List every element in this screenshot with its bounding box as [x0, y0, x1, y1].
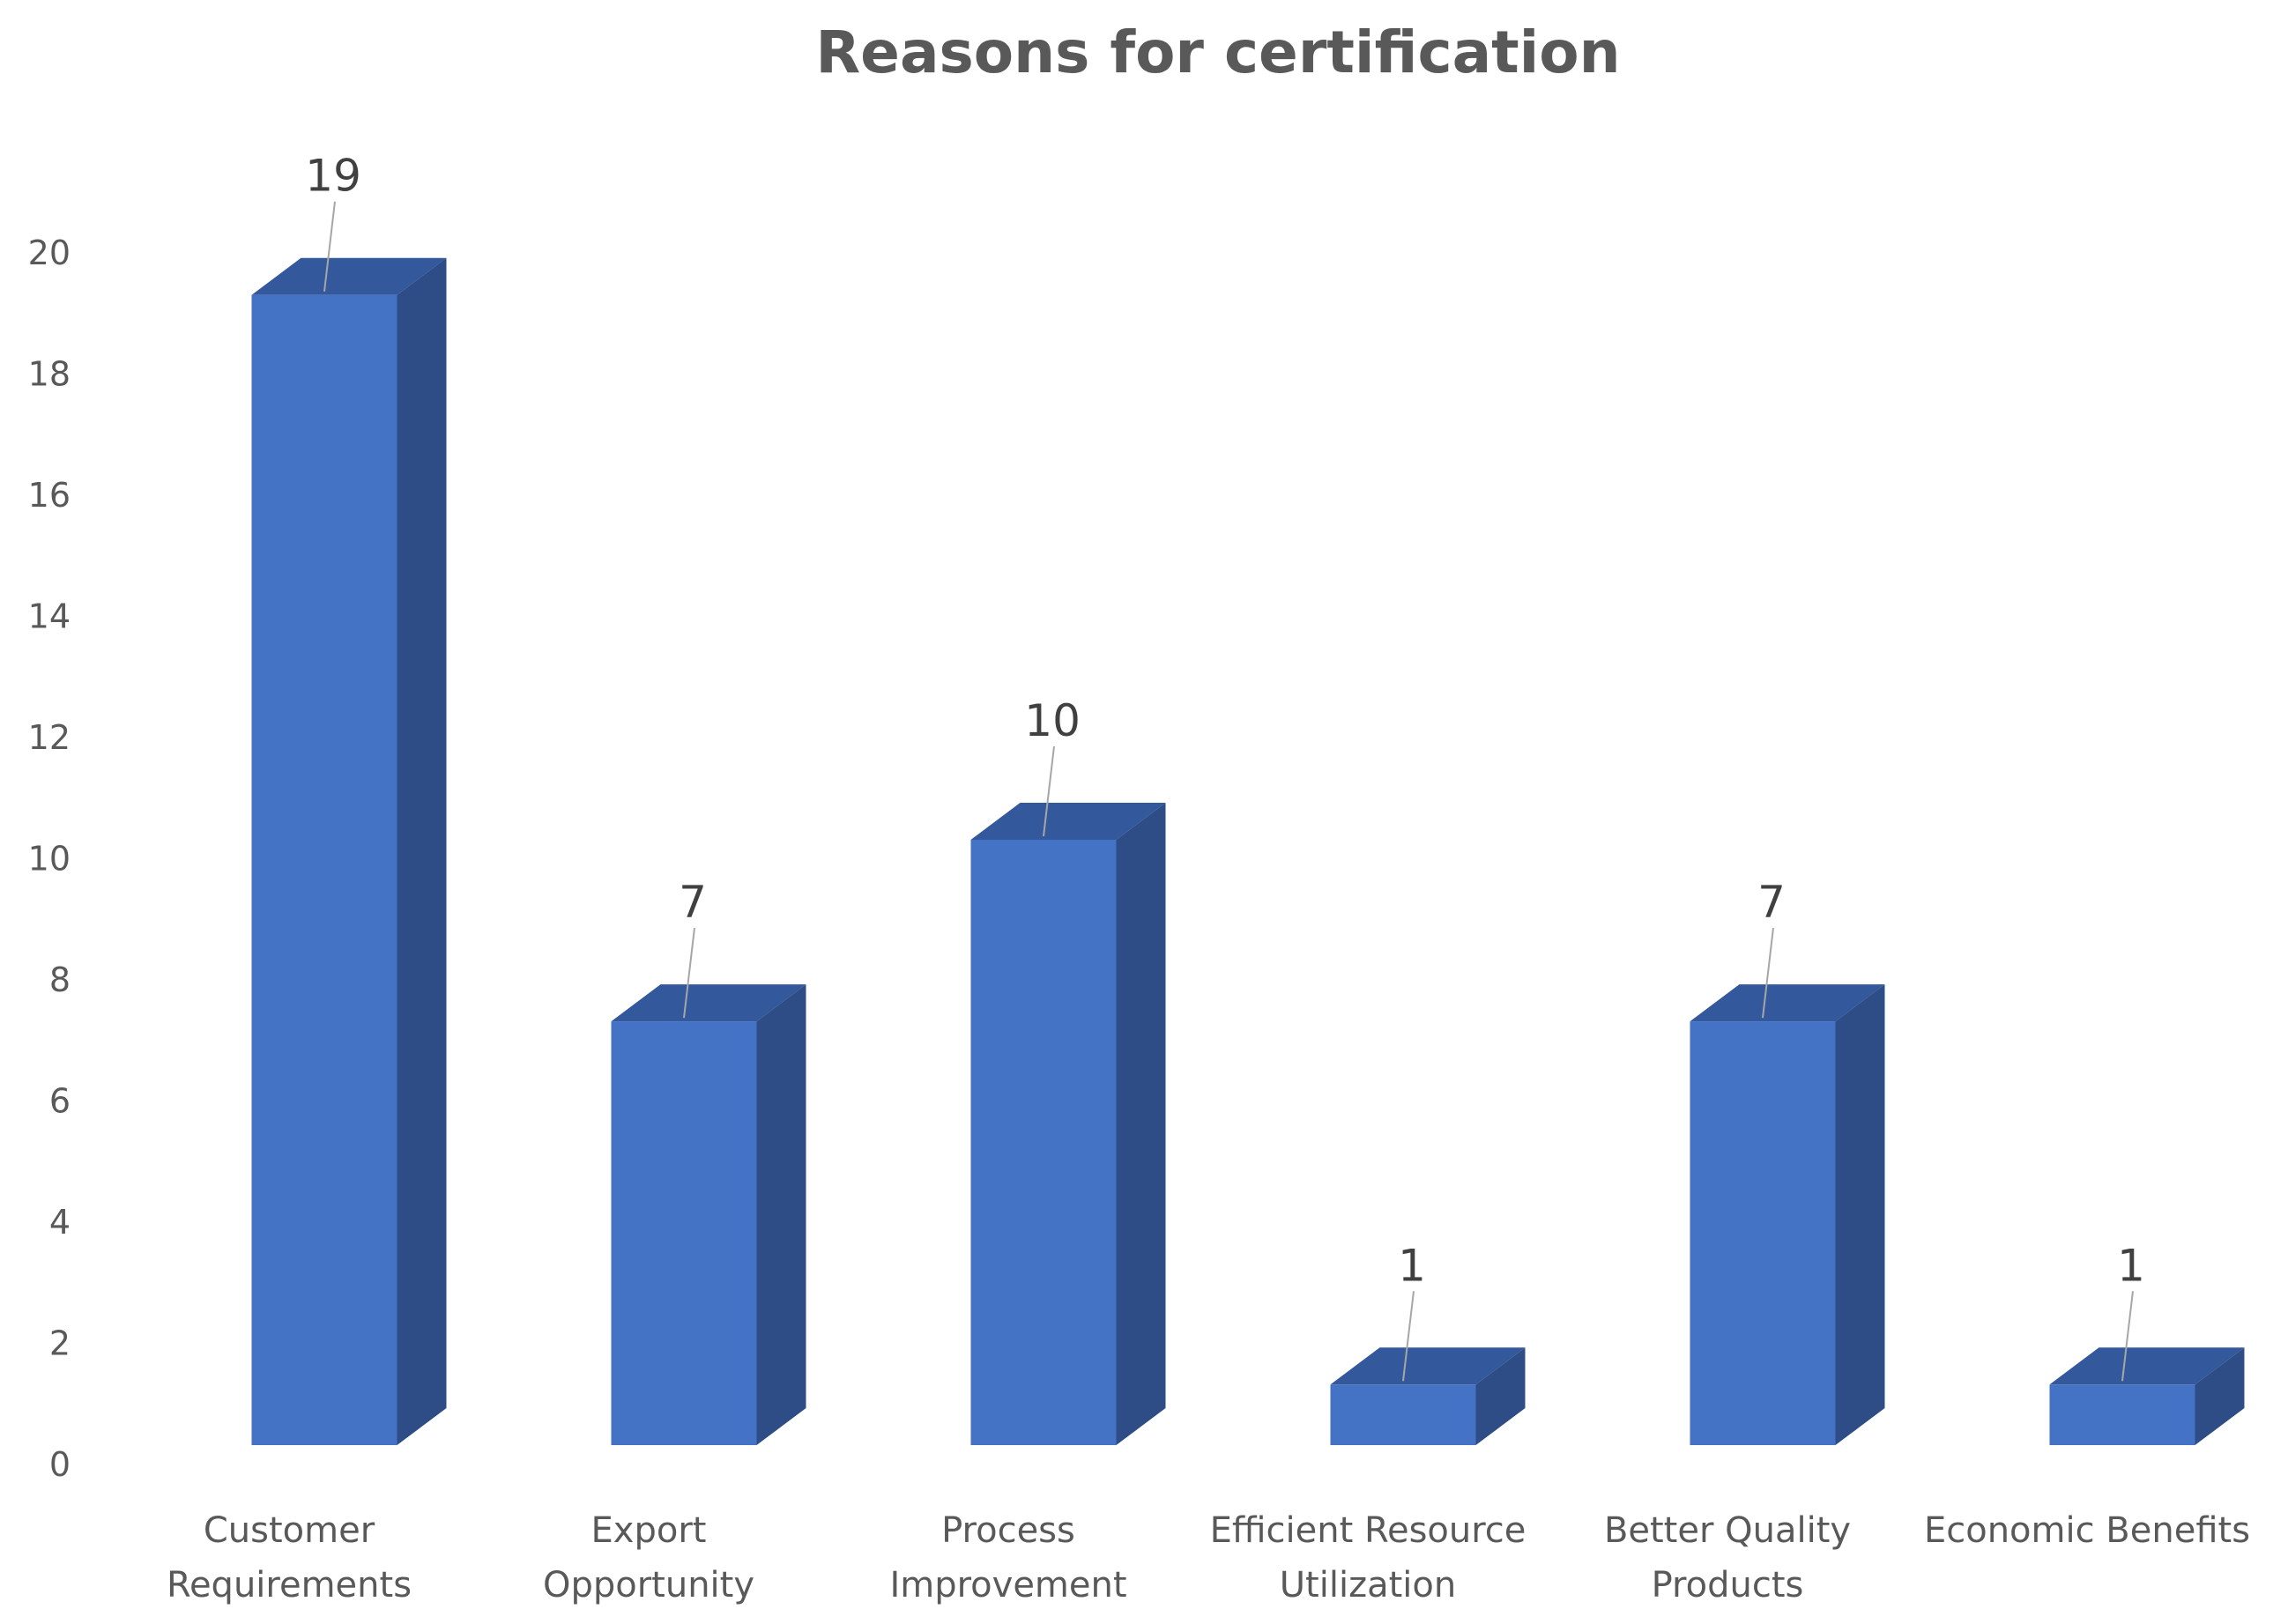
bar-top-face — [2049, 1347, 2245, 1385]
category-label: Requirements — [167, 1565, 412, 1605]
data-label: 1 — [1398, 1240, 1426, 1291]
bar-top-face — [611, 984, 806, 1022]
bar-top-face — [970, 803, 1166, 840]
bar — [251, 257, 447, 1446]
category-label: Economic Benefits — [1924, 1510, 2250, 1551]
bar — [1330, 1347, 1526, 1445]
bar-front-face — [2049, 1384, 2195, 1445]
data-label: 7 — [679, 877, 707, 928]
y-tick-label: 14 — [28, 597, 71, 636]
y-tick-label: 6 — [49, 1082, 71, 1121]
data-label-leader-line — [2121, 1291, 2134, 1382]
category-label: Process — [941, 1510, 1075, 1551]
y-tick-label: 0 — [49, 1445, 71, 1484]
category-label: Products — [1652, 1565, 1804, 1605]
bar-front-face — [251, 294, 397, 1446]
category-label: Efficient Resource — [1210, 1510, 1526, 1551]
y-tick-label: 16 — [28, 476, 71, 515]
data-label: 7 — [1757, 877, 1786, 928]
category-label: Opportunity — [543, 1565, 754, 1605]
category-label: Customer — [204, 1510, 375, 1551]
data-labels: 19 7 10 1 7 1 — [305, 151, 2145, 1382]
category-label: Export — [591, 1510, 707, 1551]
data-label-leader-line — [323, 201, 336, 292]
y-tick-label: 4 — [49, 1203, 71, 1242]
y-tick-label: 2 — [49, 1324, 71, 1363]
y-axis-tick-labels: 0 2 4 6 8 10 12 14 16 18 20 — [28, 234, 71, 1484]
data-label-leader-line — [1762, 927, 1774, 1019]
data-label: 10 — [1024, 695, 1081, 746]
data-label-leader-line — [683, 927, 695, 1019]
category-label: Better Quality — [1604, 1510, 1851, 1551]
category-label: Improvement — [889, 1565, 1126, 1605]
data-label: 1 — [2117, 1240, 2145, 1291]
bar — [2049, 1347, 2245, 1445]
data-label-leader-line — [1402, 1291, 1415, 1382]
bar-front-face — [970, 840, 1117, 1445]
bar — [1690, 984, 1885, 1445]
y-tick-label: 20 — [28, 234, 71, 272]
data-label: 19 — [305, 151, 361, 202]
bar-side-face — [1116, 803, 1166, 1445]
bar-side-face — [756, 984, 806, 1445]
bar-front-face — [1330, 1384, 1476, 1445]
category-label: Utilization — [1280, 1565, 1456, 1605]
bar — [970, 803, 1166, 1445]
bar-series — [251, 257, 2245, 1446]
data-label-leader-line — [1043, 745, 1055, 837]
y-tick-label: 8 — [49, 960, 71, 999]
bar-front-face — [611, 1021, 757, 1445]
bar — [611, 984, 806, 1445]
bar-side-face — [1835, 984, 1885, 1445]
y-tick-label: 10 — [28, 840, 71, 879]
bar-top-face — [1330, 1347, 1526, 1385]
bar-side-face — [2195, 1347, 2245, 1445]
bar-top-face — [251, 257, 447, 295]
chart-title: Reasons for certification — [815, 19, 1620, 86]
category-labels: Customer Requirements Export Opportunity Pro… — [167, 1510, 2250, 1605]
y-tick-label: 12 — [28, 718, 71, 757]
bar-top-face — [1690, 984, 1885, 1022]
bar-front-face — [1690, 1021, 1836, 1445]
bar-side-face — [397, 257, 447, 1446]
y-tick-label: 18 — [28, 355, 71, 394]
bar-side-face — [1475, 1347, 1526, 1445]
